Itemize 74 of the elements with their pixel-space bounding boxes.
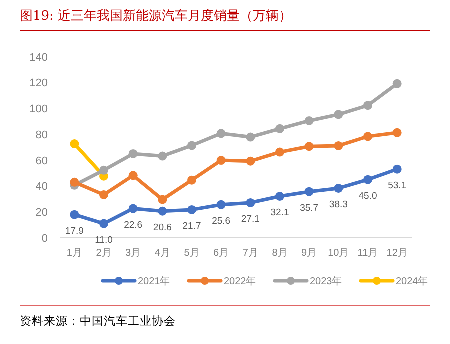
data-label: 11.0 xyxy=(95,234,113,246)
data-label: 20.6 xyxy=(153,222,172,234)
x-tick-label: 12月 xyxy=(386,248,408,259)
data-label: 25.6 xyxy=(212,216,231,227)
y-tick-label: 40 xyxy=(36,181,48,194)
point xyxy=(276,124,284,134)
point xyxy=(100,219,108,228)
y-tick-label: 140 xyxy=(30,52,48,64)
point xyxy=(246,156,256,166)
data-label: 38.3 xyxy=(329,199,348,210)
point xyxy=(334,110,344,120)
text: 资料来源：中国汽车工业协会 xyxy=(20,314,176,328)
data-label: 17.9 xyxy=(65,226,84,237)
point xyxy=(216,156,226,166)
data-label: 45.0 xyxy=(358,190,378,202)
data-label: 27.1 xyxy=(241,214,260,225)
point xyxy=(188,141,196,150)
point xyxy=(158,195,168,204)
x-tick-label: 1月 xyxy=(66,248,82,259)
data-label: 53.1 xyxy=(388,180,407,192)
point xyxy=(334,141,344,150)
chart-title: 图19: 近三年我国新能源汽车月度销量（万辆） xyxy=(20,8,292,24)
point xyxy=(216,129,226,138)
point xyxy=(276,148,284,157)
x-tick-label: 5月 xyxy=(184,248,200,259)
point xyxy=(158,152,168,161)
point xyxy=(246,132,256,142)
x-tick-label: 10月 xyxy=(328,248,350,259)
y-tick-label: 60 xyxy=(36,155,48,168)
y-tick-label: 0 xyxy=(42,232,48,245)
legend-label: 2022年 xyxy=(224,276,256,288)
point xyxy=(70,178,80,187)
point xyxy=(304,142,314,152)
data-label: 32.1 xyxy=(270,208,290,218)
point xyxy=(392,79,402,88)
point xyxy=(100,166,108,175)
point xyxy=(276,192,284,201)
x-tick-label: 11月 xyxy=(358,248,378,259)
data-label: 22.6 xyxy=(124,220,143,231)
y-tick-label: 20 xyxy=(36,206,48,219)
point xyxy=(188,205,196,214)
point xyxy=(364,132,372,142)
data-label: 35.7 xyxy=(300,202,319,214)
point xyxy=(392,164,402,174)
point xyxy=(128,149,138,158)
point xyxy=(70,140,80,149)
point xyxy=(334,184,344,193)
point xyxy=(100,190,108,200)
x-tick-label: 4月 xyxy=(154,248,170,259)
point xyxy=(70,210,80,220)
x-tick-label: 2月 xyxy=(96,248,112,259)
point xyxy=(128,171,138,180)
point xyxy=(216,200,226,210)
x-tick-label: 7月 xyxy=(242,248,258,259)
legend-label: 2023年 xyxy=(310,276,342,288)
x-tick-label: 9月 xyxy=(302,248,318,259)
y-tick-label: 80 xyxy=(36,129,48,142)
point xyxy=(364,175,372,184)
x-tick-label: 6月 xyxy=(214,248,230,259)
point xyxy=(364,101,372,110)
point xyxy=(246,198,256,208)
x-tick-label: 3月 xyxy=(126,248,142,259)
point xyxy=(128,204,138,214)
data-label: 21.7 xyxy=(182,220,202,232)
point xyxy=(304,187,314,196)
point xyxy=(158,206,168,216)
legend-label: 2024年 xyxy=(396,276,428,288)
point xyxy=(392,128,402,138)
point xyxy=(188,176,196,185)
legend-label: 2021年 xyxy=(138,276,170,288)
y-tick-label: 120 xyxy=(30,78,48,90)
x-tick-label: 8月 xyxy=(272,248,288,259)
y-tick-label: 100 xyxy=(30,104,48,116)
point xyxy=(304,116,314,126)
